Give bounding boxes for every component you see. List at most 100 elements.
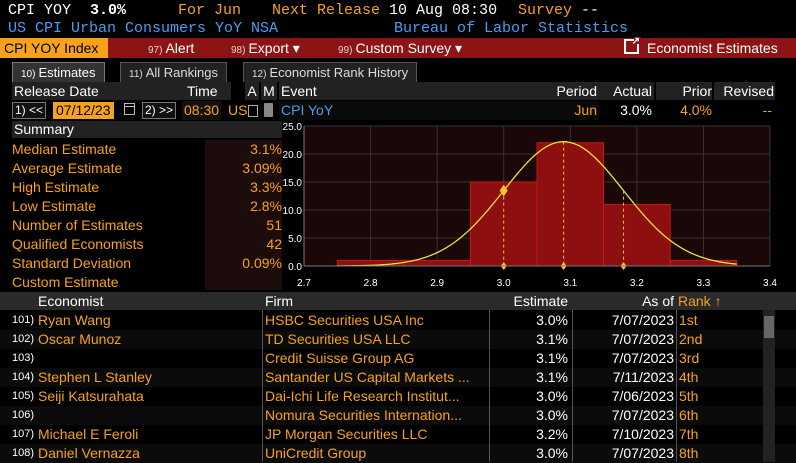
- y-tick-label: 25.0: [283, 122, 303, 133]
- as-of-date: 7/10/2023: [611, 426, 674, 442]
- x-tick-label: 2.8: [364, 278, 378, 289]
- tab-all-rankings-label: All Rankings: [145, 65, 218, 80]
- as-of-date: 7/07/2023: [611, 350, 674, 366]
- actual-value-marker: [499, 184, 508, 197]
- x-tick-label: 3.0: [497, 278, 511, 289]
- estimate-value: 3.0%: [536, 388, 568, 404]
- economist-name[interactable]: Ryan Wang: [38, 312, 111, 328]
- custom-survey-menu[interactable]: 99) Custom Survey ▾: [338, 38, 462, 58]
- source: Bureau of Labor Statistics: [394, 20, 629, 37]
- calendar-icon[interactable]: [124, 103, 135, 115]
- x-tick-label: 2.9: [430, 278, 444, 289]
- tab-estimates-num: 10): [21, 69, 36, 80]
- col-period: Period: [556, 83, 597, 99]
- table-row[interactable]: 105) Seiji Katsurahata Dai-Ichi Life Resea…: [0, 387, 796, 406]
- economist-name[interactable]: Seiji Katsurahata: [38, 388, 144, 404]
- firm-name[interactable]: Santander US Capital Markets ...: [265, 369, 470, 385]
- summary-label: Custom Estimate: [12, 274, 119, 290]
- firm-name[interactable]: JP Morgan Securities LLC: [265, 426, 428, 442]
- rank-value: 6th: [679, 407, 699, 423]
- as-of-date: 7/11/2023: [612, 369, 674, 385]
- table-scrollbar[interactable]: [763, 310, 775, 462]
- table-row[interactable]: 107) Michael E Feroli JP Morgan Securities…: [0, 425, 796, 444]
- economist-name[interactable]: Stephen L Stanley: [38, 369, 152, 385]
- economist-name[interactable]: Michael E Feroli: [38, 426, 139, 442]
- event-actual: 3.0%: [620, 102, 652, 118]
- x-tick-label: 3.4: [763, 278, 777, 289]
- row-number: 105): [12, 390, 35, 402]
- next-release-button[interactable]: 2) >>: [142, 102, 177, 119]
- col-m: M: [261, 82, 277, 100]
- normal-distribution-curve: [337, 141, 737, 267]
- economist-estimates-label: Economist Estimates: [647, 40, 778, 56]
- th-estimate[interactable]: Estimate: [513, 293, 568, 309]
- col-prior: Prior: [656, 82, 712, 100]
- table-row[interactable]: 101) Ryan Wang HSBC Securities USA Inc 3.0%…: [0, 311, 796, 330]
- summary-label: Median Estimate: [12, 141, 117, 157]
- table-row[interactable]: 108) Daniel Vernazza UniCredit Group 3.0% 7/…: [0, 444, 796, 463]
- summary-title: Summary: [12, 121, 282, 138]
- summary-label: Low Estimate: [12, 198, 97, 214]
- firm-name[interactable]: UniCredit Group: [265, 445, 367, 461]
- table-row[interactable]: 102) Oscar Munoz TD Securities USA LLC 3.1%…: [0, 330, 796, 349]
- table-row[interactable]: 104) Stephen L Stanley Santander US Capita…: [0, 368, 796, 387]
- th-firm[interactable]: Firm: [265, 293, 293, 309]
- current-security-tab[interactable]: CPI YOY Index: [0, 38, 108, 58]
- summary-row: Average Estimate 3.09%: [12, 159, 282, 178]
- table-row[interactable]: 103) Credit Suisse Group AG 3.1% 7/07/2023 3…: [0, 349, 796, 368]
- event-name: CPI YoY: [281, 102, 334, 118]
- tab-rank-history-num: 12): [252, 69, 267, 80]
- col-event: Event Period: [279, 82, 599, 100]
- prev-release-button[interactable]: 1) <<: [12, 102, 47, 119]
- firm-name[interactable]: Dai-Ichi Life Research Institut...: [265, 388, 460, 404]
- toolbar: CPI YOY Index 97) Alert 98) Export ▾ 99) Cu…: [0, 37, 796, 58]
- alert-menu[interactable]: 97) Alert: [148, 38, 194, 58]
- event-cell[interactable]: CPI YoY Jun: [279, 101, 599, 120]
- description: US CPI Urban Consumers YoY NSA: [8, 20, 279, 37]
- economist-table-header: Economist Firm Estimate As of Rank ↑: [0, 292, 796, 310]
- summary-label: Number of Estimates: [12, 217, 143, 233]
- summary-label: High Estimate: [12, 179, 100, 195]
- economist-estimates-link[interactable]: ↗ Economist Estimates: [624, 37, 778, 58]
- survey-label: Survey: [518, 2, 573, 19]
- tab-estimates[interactable]: 10) Estimates: [12, 62, 105, 82]
- row-number: 104): [12, 371, 35, 383]
- rank-value: 2nd: [679, 331, 703, 347]
- tab-all-rankings[interactable]: 11) All Rankings: [120, 62, 227, 82]
- row-number: 103): [12, 352, 35, 364]
- rank-value: 7th: [679, 426, 699, 442]
- survey-value: --: [581, 2, 600, 19]
- table-scrollbar-thumb[interactable]: [764, 316, 774, 338]
- economist-name[interactable]: Daniel Vernazza: [38, 445, 140, 461]
- firm-name[interactable]: TD Securities USA LLC: [265, 331, 411, 347]
- table-row[interactable]: 106) Nomura Securities Internation... 3.0%…: [0, 406, 796, 425]
- th-economist[interactable]: Economist: [38, 293, 104, 309]
- as-of-date: 7/07/2023: [611, 312, 674, 328]
- firm-name[interactable]: Credit Suisse Group AG: [265, 350, 415, 366]
- economist-name[interactable]: Oscar Munoz: [38, 331, 122, 347]
- summary-value: 51: [266, 217, 282, 233]
- rank-value: 1st: [679, 312, 698, 328]
- export-menu[interactable]: 98) Export ▾: [231, 38, 300, 58]
- summary-row: Median Estimate 3.1%: [12, 140, 282, 159]
- x-tick-label: 3.3: [696, 278, 710, 289]
- release-row: 1) << 07/12/23 2) >> 08:30 US CPI YoY Ju…: [0, 101, 796, 120]
- firm-column-divider: [262, 310, 263, 462]
- tab-bar: 10) Estimates 11) All Rankings 12) Economis…: [0, 62, 796, 82]
- summary-label: Qualified Economists: [12, 236, 144, 252]
- tab-rank-history[interactable]: 12) Economist Rank History: [243, 62, 418, 82]
- row-number: 107): [12, 428, 35, 440]
- x-tick-label: 2.7: [297, 278, 311, 289]
- alert-bell-icon[interactable]: [248, 105, 258, 117]
- firm-name[interactable]: Nomura Securities Internation...: [265, 407, 462, 423]
- summary-values-bg: [205, 140, 282, 290]
- estimate-value: 3.2%: [536, 426, 568, 442]
- release-date-input[interactable]: 07/12/23: [53, 102, 114, 119]
- y-tick-label: 0.0: [288, 262, 302, 273]
- th-as-of[interactable]: As of: [642, 293, 674, 309]
- summary-row: Standard Deviation 0.09%: [12, 254, 282, 273]
- info-icon[interactable]: [264, 103, 273, 117]
- th-rank[interactable]: Rank ↑: [678, 293, 722, 309]
- firm-name[interactable]: HSBC Securities USA Inc: [265, 312, 424, 328]
- estimate-value: 3.1%: [536, 369, 568, 385]
